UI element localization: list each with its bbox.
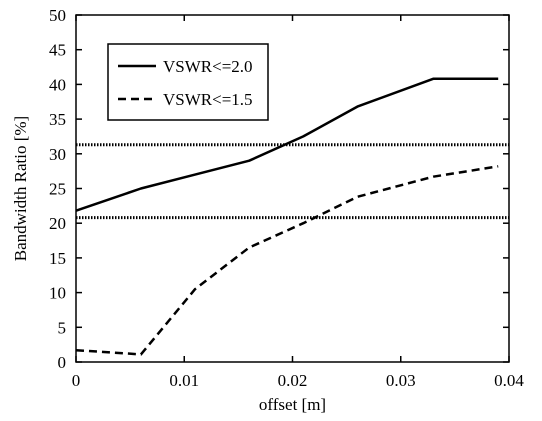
- y-tick-label: 20: [49, 214, 66, 233]
- series-lines: [75, 77, 499, 356]
- y-tick-label: 15: [49, 249, 66, 268]
- legend-label-vswr-2-0: VSWR<=2.0: [163, 57, 253, 76]
- y-tick-label: 45: [49, 41, 66, 60]
- x-tick-label: 0.01: [169, 371, 199, 390]
- reference-lines: [76, 143, 509, 220]
- series-line-vswr-2-0: [75, 77, 499, 212]
- y-axis-ticks: 0 5 10 15 20 25 30 35 40 45 50: [49, 6, 509, 372]
- y-tick-label: 25: [49, 180, 66, 199]
- legend-label-vswr-1-5: VSWR<=1.5: [163, 90, 253, 109]
- y-tick-label: 50: [49, 6, 66, 25]
- y-tick-label: 5: [58, 318, 67, 337]
- x-axis-label: offset [m]: [259, 395, 326, 414]
- series-line-vswr-1-5: [75, 165, 499, 356]
- y-tick-label: 30: [49, 145, 66, 164]
- x-axis-ticks: 0 0.01 0.02 0.03 0.04: [72, 15, 524, 390]
- y-tick-label: 0: [58, 353, 67, 372]
- legend: VSWR<=2.0 VSWR<=1.5: [107, 43, 269, 121]
- y-axis-label: Bandwidth Ratio [%]: [11, 116, 30, 261]
- x-tick-label: 0.04: [494, 371, 524, 390]
- y-tick-label: 40: [49, 75, 66, 94]
- y-tick-label: 10: [49, 284, 66, 303]
- x-tick-label: 0.02: [278, 371, 308, 390]
- legend-box: [107, 43, 269, 121]
- x-tick-label: 0: [72, 371, 81, 390]
- y-tick-label: 35: [49, 110, 66, 129]
- x-tick-label: 0.03: [386, 371, 416, 390]
